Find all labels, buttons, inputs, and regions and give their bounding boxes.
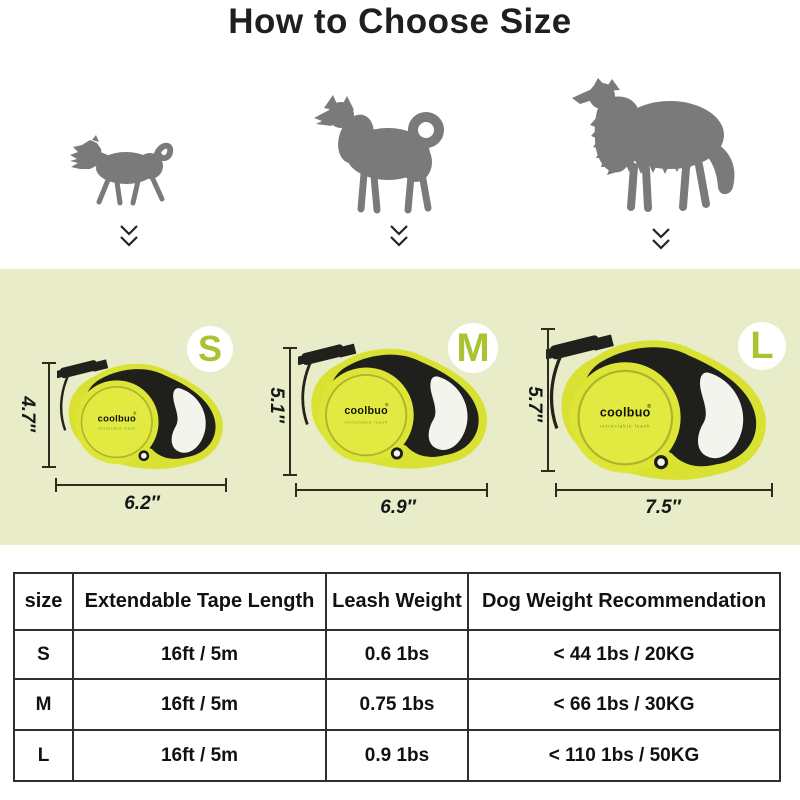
cell-leash-weight: 0.9 1bs xyxy=(325,729,469,782)
width-dimension-line-s xyxy=(55,478,227,492)
width-dimension-line-l xyxy=(555,483,773,497)
size-badge-m: M xyxy=(448,323,498,373)
table-row-s: S 16ft / 5m 0.6 1bs < 44 1bs / 20KG xyxy=(13,629,781,680)
cell-size: M xyxy=(13,678,74,731)
table-row-m: M 16ft / 5m 0.75 1bs < 66 1bs / 30KG xyxy=(13,678,781,731)
size-table: size Extendable Tape Length Leash Weight… xyxy=(13,572,781,782)
table-header-size: size xyxy=(13,572,74,631)
height-dimension-line-l xyxy=(541,328,555,472)
height-dimension-line-m xyxy=(283,347,297,476)
width-dimension-label-m: 6.9″ xyxy=(380,497,416,518)
medium-dog-icon xyxy=(314,95,444,214)
cell-tape-length: 16ft / 5m xyxy=(72,629,327,680)
table-header-tape-length: Extendable Tape Length xyxy=(72,572,327,631)
table-header-row: size Extendable Tape Length Leash Weight… xyxy=(13,572,781,631)
cell-dog-weight: < 66 1bs / 30KG xyxy=(467,678,781,731)
down-arrows-icon xyxy=(390,225,408,247)
cell-dog-weight: < 110 1bs / 50KG xyxy=(467,729,781,782)
down-arrows-icon xyxy=(652,228,670,250)
small-dog-icon xyxy=(70,135,174,206)
height-dimension-label-s: 4.7″ xyxy=(17,396,38,432)
page-title: How to Choose Size xyxy=(228,2,572,41)
table-header-leash-weight: Leash Weight xyxy=(325,572,469,631)
down-arrows-icon xyxy=(120,225,138,247)
cell-dog-weight: < 44 1bs / 20KG xyxy=(467,629,781,680)
cell-leash-weight: 0.75 1bs xyxy=(325,678,469,731)
size-badge-l: L xyxy=(738,322,786,370)
height-dimension-label-l: 5.7″ xyxy=(524,386,545,422)
cell-tape-length: 16ft / 5m xyxy=(72,678,327,731)
height-dimension-line-s xyxy=(42,362,56,468)
large-dog-icon xyxy=(572,78,735,212)
cell-leash-weight: 0.6 1bs xyxy=(325,629,469,680)
width-dimension-label-s: 6.2″ xyxy=(124,493,160,514)
height-dimension-label-m: 5.1″ xyxy=(266,387,287,423)
cell-tape-length: 16ft / 5m xyxy=(72,729,327,782)
width-dimension-label-l: 7.5″ xyxy=(645,497,681,518)
width-dimension-line-m xyxy=(295,483,488,497)
cell-size: S xyxy=(13,629,74,680)
table-row-l: L 16ft / 5m 0.9 1bs < 110 1bs / 50KG xyxy=(13,729,781,782)
cell-size: L xyxy=(13,729,74,782)
table-header-dog-weight: Dog Weight Recommendation xyxy=(467,572,781,631)
size-badge-s: S xyxy=(187,326,233,372)
